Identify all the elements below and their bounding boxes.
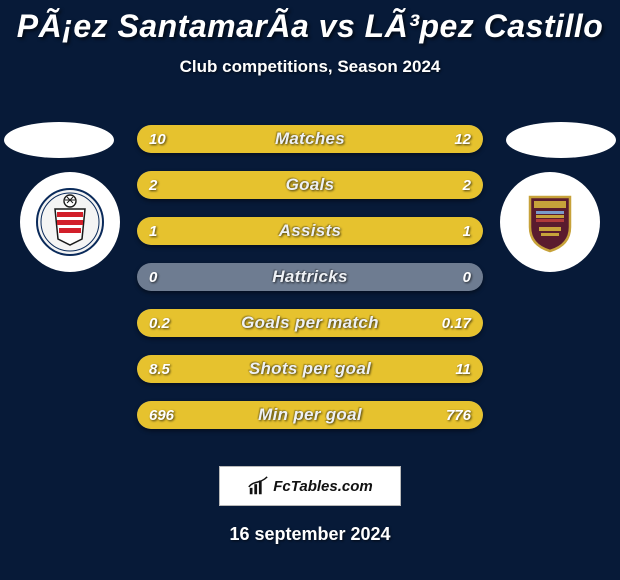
stat-label: Shots per goal <box>137 355 483 383</box>
player-name-ellipse-right <box>506 122 616 158</box>
subtitle: Club competitions, Season 2024 <box>0 57 620 77</box>
stat-label: Goals per match <box>137 309 483 337</box>
stat-label: Matches <box>137 125 483 153</box>
stat-row: 696776Min per goal <box>137 401 483 429</box>
carabobo-icon <box>515 187 585 257</box>
stat-row: 00Hattricks <box>137 263 483 291</box>
date-label: 16 september 2024 <box>0 524 620 545</box>
comparison-infographic: PÃ¡ez SantamarÃ­a vs LÃ³pez Castillo Clu… <box>0 0 620 580</box>
stat-label: Assists <box>137 217 483 245</box>
stat-row: 11Assists <box>137 217 483 245</box>
stat-label: Min per goal <box>137 401 483 429</box>
fctables-logo: FcTables.com <box>219 466 401 506</box>
stats-bars: 1012Matches 22Goals 11Assists 00Hattricks 0.… <box>137 125 483 447</box>
page-title: PÃ¡ez SantamarÃ­a vs LÃ³pez Castillo <box>0 0 620 45</box>
stat-label: Goals <box>137 171 483 199</box>
stat-label: Hattricks <box>137 263 483 291</box>
club-badge-right <box>500 172 600 272</box>
stat-row: 8.511Shots per goal <box>137 355 483 383</box>
player-name-ellipse-left <box>4 122 114 158</box>
club-badge-left <box>20 172 120 272</box>
chart-icon <box>247 475 269 497</box>
stat-row: 1012Matches <box>137 125 483 153</box>
logo-text: FcTables.com <box>273 478 372 495</box>
stat-row: 22Goals <box>137 171 483 199</box>
stat-row: 0.20.17Goals per match <box>137 309 483 337</box>
estudiantes-merida-icon <box>35 187 105 257</box>
